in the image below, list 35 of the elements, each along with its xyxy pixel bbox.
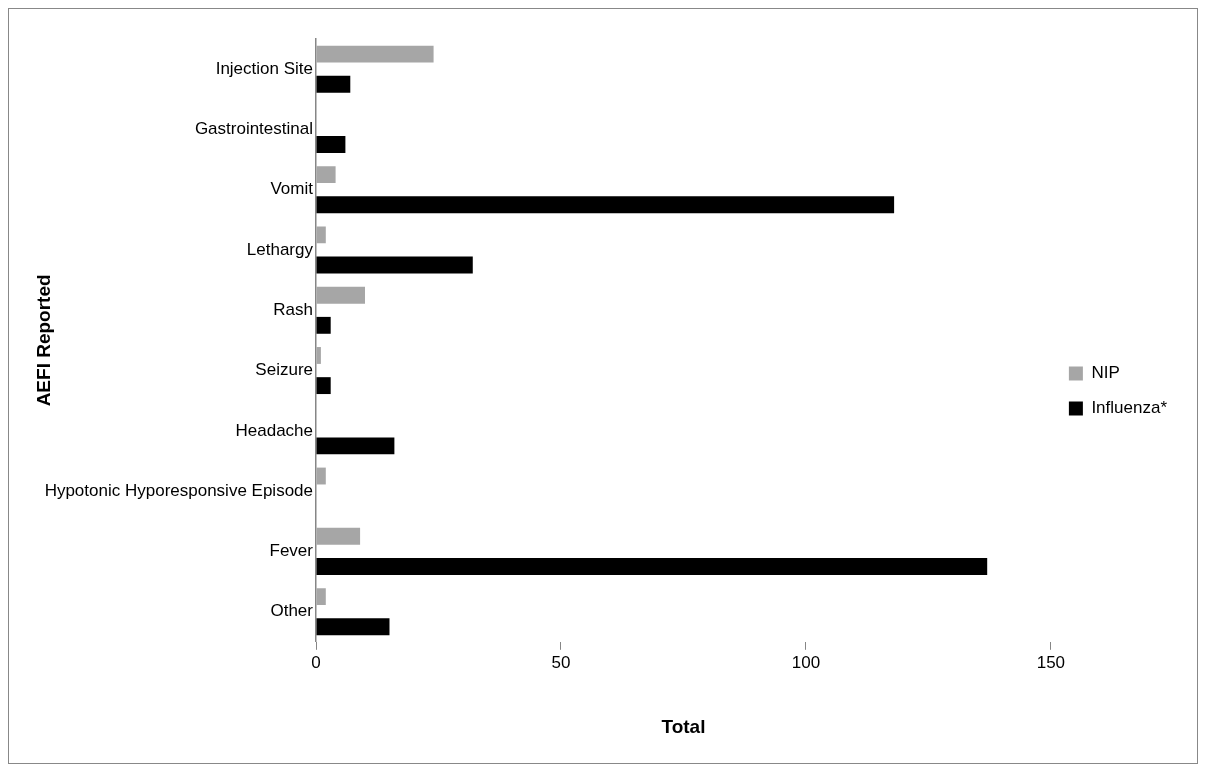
bar [316, 437, 395, 455]
y-tick-label: Rash [273, 299, 313, 319]
y-tick-label: Injection Site [215, 58, 313, 78]
bar [316, 226, 326, 244]
bar [316, 588, 326, 606]
legend-label: NIP [1091, 363, 1120, 383]
y-tick-label: Fever [269, 541, 314, 561]
y-tick-label: Headache [235, 420, 313, 440]
y-tick-label: Gastrointestinal [194, 119, 313, 139]
y-tick-label: Seizure [255, 360, 313, 380]
y-tick-label: Lethargy [246, 239, 314, 259]
bar [316, 75, 351, 93]
x-tick-label: 0 [311, 652, 321, 672]
x-tick-label: 50 [551, 652, 571, 672]
bar [316, 618, 390, 636]
bar [316, 256, 473, 274]
bar [316, 558, 988, 575]
y-tick-label: Vomit [270, 179, 314, 199]
bar [316, 286, 365, 304]
bar [316, 45, 434, 63]
x-axis-title: Total [661, 715, 706, 737]
x-tick-label: 150 [1036, 652, 1066, 672]
bar [316, 527, 361, 545]
bar [316, 316, 331, 334]
bar [316, 136, 346, 153]
y-tick-label: Other [270, 601, 314, 621]
bar [316, 166, 336, 184]
y-tick-label: Hypotonic Hyporesponsive Episode [44, 480, 313, 500]
y-axis-title: AEFI Reported [32, 274, 54, 407]
bar [316, 196, 895, 214]
bar [316, 377, 331, 395]
bar [316, 347, 321, 364]
bar [316, 467, 326, 485]
x-tick-label: 100 [791, 652, 821, 672]
legend-label: Influenza* [1091, 398, 1168, 418]
